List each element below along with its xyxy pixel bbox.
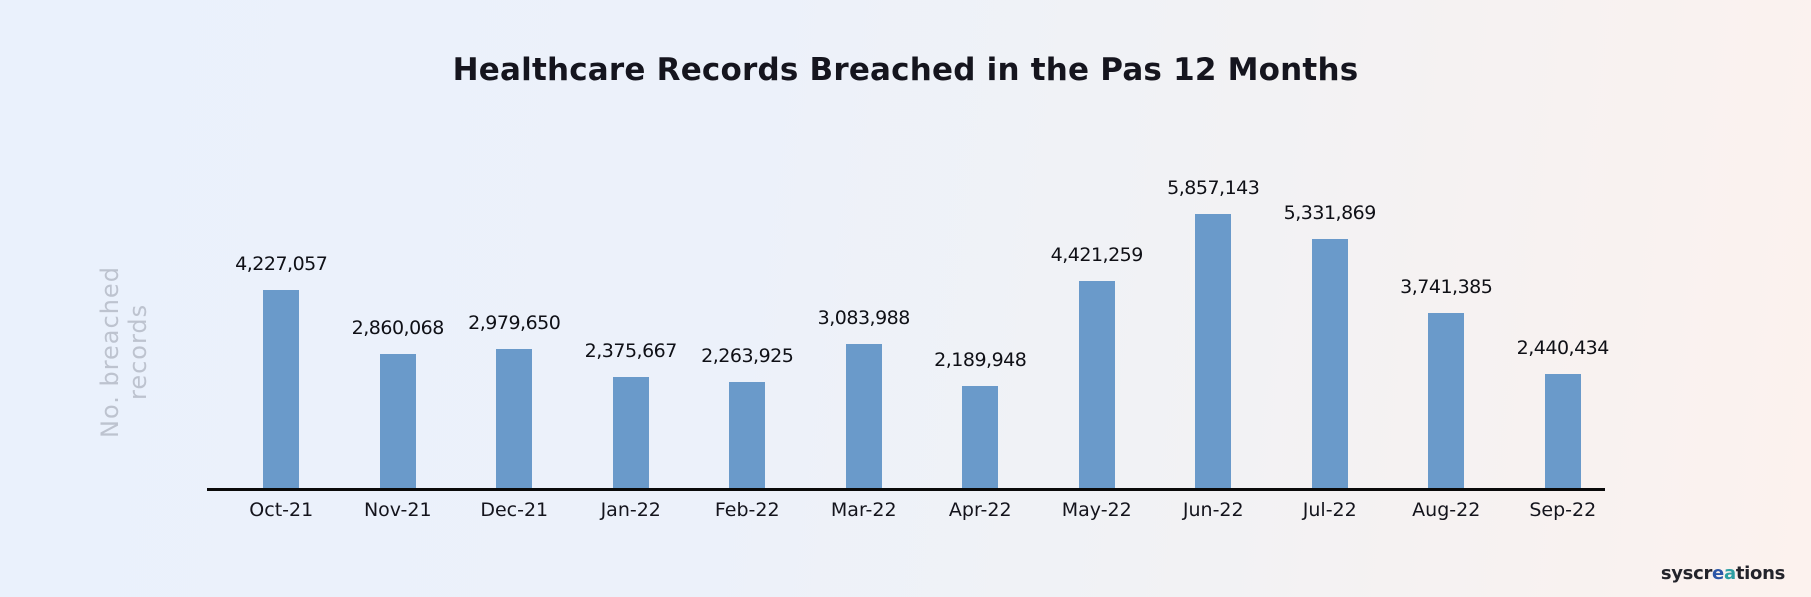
bar bbox=[1078, 281, 1115, 488]
bar bbox=[729, 382, 766, 488]
bar-column: 2,979,650 bbox=[456, 140, 573, 488]
bar bbox=[612, 377, 649, 488]
bar-value-label: 3,083,988 bbox=[817, 307, 911, 329]
bar bbox=[962, 386, 999, 488]
bar-chart: 4,227,057 2,860,068 2,979,650 2,375,667 2,26… bbox=[223, 140, 1621, 488]
x-axis-label: Nov-21 bbox=[363, 499, 432, 521]
bar-column: 3,083,988 bbox=[806, 140, 923, 488]
bar-column: 5,857,143 bbox=[1155, 140, 1272, 488]
x-axis-label: Oct-21 bbox=[249, 499, 314, 521]
bar bbox=[379, 354, 416, 488]
x-axis-label: Feb-22 bbox=[714, 499, 780, 521]
bar-value-label: 2,263,925 bbox=[701, 345, 794, 367]
y-axis-label: No. breached records bbox=[96, 266, 152, 438]
x-axis-label: Sep-22 bbox=[1529, 499, 1597, 521]
bar-column: 4,421,259 bbox=[1039, 140, 1156, 488]
bar-column: 2,189,948 bbox=[922, 140, 1039, 488]
bar bbox=[263, 290, 300, 488]
brand-logo-letter-e: e bbox=[1712, 563, 1724, 584]
x-axis-label: Apr-22 bbox=[948, 499, 1012, 521]
brand-logo-text-start: syscr bbox=[1660, 563, 1713, 584]
bar-value-label: 4,421,259 bbox=[1050, 244, 1144, 266]
bar-value-label: 2,979,650 bbox=[468, 312, 561, 334]
bar-value-label: 4,227,057 bbox=[235, 253, 328, 275]
x-axis-label: Jun-22 bbox=[1182, 499, 1244, 521]
bar-column: 3,741,385 bbox=[1388, 140, 1505, 488]
bar-value-label: 3,741,385 bbox=[1400, 276, 1493, 298]
bar bbox=[1311, 239, 1348, 488]
x-axis-labels: Oct-21 Nov-21 Dec-21 Jan-22 Feb-22 Mar-22 Apr-… bbox=[223, 499, 1621, 521]
bar-column: 2,440,434 bbox=[1505, 140, 1622, 488]
bar-column: 4,227,057 bbox=[223, 140, 340, 488]
bar-column: 2,860,068 bbox=[340, 140, 457, 488]
bar-value-label: 5,331,869 bbox=[1283, 202, 1377, 224]
x-axis-line bbox=[207, 488, 1605, 491]
bar-value-label: 2,375,667 bbox=[584, 340, 678, 362]
bar-column: 5,331,869 bbox=[1272, 140, 1389, 488]
x-axis-label: May-22 bbox=[1061, 499, 1132, 521]
x-axis-label: Aug-22 bbox=[1412, 499, 1481, 521]
bar-column: 2,263,925 bbox=[689, 140, 806, 488]
brand-logo-letter-a: a bbox=[1723, 563, 1736, 584]
bar bbox=[1195, 214, 1232, 488]
bar bbox=[1428, 313, 1465, 488]
bar-column: 2,375,667 bbox=[573, 140, 690, 488]
bar-value-label: 2,440,434 bbox=[1516, 337, 1610, 359]
bar-value-label: 5,857,143 bbox=[1167, 177, 1260, 199]
chart-title: Healthcare Records Breached in the Pas 1… bbox=[452, 52, 1359, 88]
brand-logo: syscreations bbox=[1661, 563, 1785, 584]
bar bbox=[1544, 374, 1581, 488]
brand-logo-text-end: tions bbox=[1735, 563, 1785, 584]
bar bbox=[496, 349, 533, 488]
x-axis-label: Dec-21 bbox=[480, 499, 549, 521]
bar-value-label: 2,860,068 bbox=[351, 317, 445, 339]
bar-value-label: 2,189,948 bbox=[934, 349, 1027, 371]
x-axis-label: Jan-22 bbox=[600, 499, 661, 521]
bar bbox=[845, 344, 882, 488]
x-axis-label: Jul-22 bbox=[1302, 499, 1357, 521]
x-axis-label: Mar-22 bbox=[830, 499, 897, 521]
